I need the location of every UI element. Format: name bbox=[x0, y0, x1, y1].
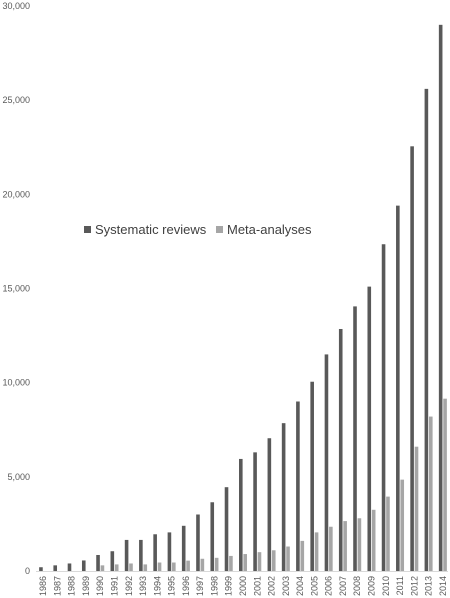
bars bbox=[39, 24, 447, 572]
bar-meta-analyses bbox=[172, 562, 176, 571]
bar-systematic-reviews bbox=[196, 514, 200, 571]
legend-label-meta-analyses: Meta-analyses bbox=[227, 222, 312, 237]
x-tick-label: 2000 bbox=[238, 576, 248, 596]
bar-meta-analyses bbox=[386, 496, 390, 571]
bar-systematic-reviews bbox=[310, 381, 314, 571]
bar-meta-analyses bbox=[414, 446, 419, 571]
x-tick-label: 1986 bbox=[38, 576, 48, 596]
bar-systematic-reviews bbox=[338, 328, 343, 571]
bar-meta-analyses bbox=[157, 562, 162, 571]
bar-meta-analyses bbox=[329, 526, 333, 571]
x-tick-label: 1997 bbox=[195, 576, 205, 596]
bar-meta-analyses bbox=[428, 416, 433, 571]
y-tick-label: 10,000 bbox=[2, 378, 30, 388]
bar-meta-analyses bbox=[257, 552, 262, 571]
bar-systematic-reviews bbox=[296, 401, 300, 571]
bar-systematic-reviews bbox=[181, 525, 186, 571]
bar-meta-analyses bbox=[229, 555, 233, 571]
x-tick-label: 2011 bbox=[395, 576, 405, 595]
bar-systematic-reviews bbox=[281, 423, 286, 571]
x-tick-label: 1993 bbox=[138, 576, 148, 596]
bar-meta-analyses bbox=[443, 398, 447, 571]
x-tick-label: 2002 bbox=[267, 576, 277, 596]
x-tick-label: 2005 bbox=[309, 576, 319, 596]
legend-label-systematic-reviews: Systematic reviews bbox=[95, 222, 207, 237]
bar-systematic-reviews bbox=[424, 88, 429, 572]
bar-meta-analyses bbox=[286, 546, 290, 571]
bar-meta-analyses bbox=[357, 518, 362, 571]
bar-systematic-reviews bbox=[53, 565, 58, 571]
bar-meta-analyses bbox=[214, 557, 219, 571]
bar-systematic-reviews bbox=[39, 567, 43, 571]
legend-swatch-meta-analyses bbox=[216, 226, 223, 233]
bar-systematic-reviews bbox=[239, 458, 243, 571]
bar-systematic-reviews bbox=[267, 438, 272, 571]
bar-systematic-reviews bbox=[139, 539, 143, 571]
x-tick-label: 2008 bbox=[352, 576, 362, 596]
x-tick-label: 2012 bbox=[409, 576, 419, 596]
x-tick-label: 2004 bbox=[295, 576, 305, 596]
x-tick-label: 1996 bbox=[181, 576, 191, 596]
y-tick-label: 5,000 bbox=[7, 472, 30, 482]
bar-systematic-reviews bbox=[210, 502, 215, 571]
bar-systematic-reviews bbox=[153, 534, 157, 571]
x-tick-label: 1987 bbox=[52, 576, 62, 596]
x-tick-label: 2009 bbox=[366, 576, 376, 596]
y-tick-label: 30,000 bbox=[2, 1, 30, 11]
bar-systematic-reviews bbox=[110, 551, 115, 571]
bar-meta-analyses bbox=[143, 564, 148, 571]
bar-systematic-reviews bbox=[381, 244, 386, 572]
bar-meta-analyses bbox=[186, 560, 190, 571]
x-tick-label: 1995 bbox=[167, 576, 177, 596]
bar-systematic-reviews bbox=[96, 554, 100, 571]
bar-meta-analyses bbox=[371, 509, 376, 571]
bar-systematic-reviews bbox=[353, 306, 357, 571]
bar-meta-analyses bbox=[100, 565, 105, 571]
bar-meta-analyses bbox=[114, 564, 119, 571]
x-tick-label: 2006 bbox=[324, 576, 334, 596]
bar-meta-analyses bbox=[271, 550, 276, 571]
x-tick-label: 2003 bbox=[281, 576, 291, 596]
bar-meta-analyses bbox=[343, 521, 347, 571]
bar-meta-analyses bbox=[300, 540, 305, 571]
bar-systematic-reviews bbox=[438, 24, 443, 571]
x-tick-label: 1992 bbox=[124, 576, 134, 596]
bar-systematic-reviews bbox=[67, 563, 72, 571]
x-tick-label: 1991 bbox=[110, 576, 120, 596]
bar-systematic-reviews bbox=[224, 487, 229, 571]
legend: Systematic reviews Meta-analyses bbox=[84, 222, 312, 237]
bar-systematic-reviews bbox=[367, 286, 372, 571]
x-tick-label: 2014 bbox=[438, 576, 448, 596]
x-tick-label: 1990 bbox=[95, 576, 105, 596]
x-tick-label: 2013 bbox=[424, 576, 434, 596]
y-axis-tick-labels: 0 5,000 10,000 15,000 20,000 25,000 30,000 bbox=[2, 1, 30, 576]
y-tick-label: 0 bbox=[25, 566, 30, 576]
bar-meta-analyses bbox=[400, 479, 405, 571]
y-tick-label: 25,000 bbox=[2, 95, 30, 105]
bar-systematic-reviews bbox=[167, 532, 172, 571]
x-tick-label: 1999 bbox=[224, 576, 234, 596]
bar-systematic-reviews bbox=[253, 452, 257, 571]
bar-systematic-reviews bbox=[124, 539, 129, 571]
bar-meta-analyses bbox=[243, 554, 247, 571]
x-tick-label: 1998 bbox=[209, 576, 219, 596]
bar-meta-analyses bbox=[129, 563, 133, 571]
x-tick-label: 2007 bbox=[338, 576, 348, 596]
bar-systematic-reviews bbox=[396, 205, 400, 571]
x-tick-label: 2001 bbox=[252, 576, 262, 596]
bar-meta-analyses bbox=[314, 532, 319, 571]
bar-systematic-reviews bbox=[324, 354, 329, 571]
bar-systematic-reviews bbox=[81, 560, 86, 571]
x-tick-label: 2010 bbox=[381, 576, 391, 596]
x-tick-label: 1989 bbox=[81, 576, 91, 596]
x-tick-label: 1994 bbox=[152, 576, 162, 596]
legend-swatch-systematic-reviews bbox=[84, 226, 91, 233]
y-tick-label: 20,000 bbox=[2, 189, 30, 199]
x-tick-label: 1988 bbox=[67, 576, 77, 596]
bar-meta-analyses bbox=[200, 558, 205, 571]
y-tick-label: 15,000 bbox=[2, 284, 30, 294]
x-axis-tick-labels: 1986 1987 1988 1989 1990 1991 1992 1993 1994 1995… bbox=[38, 576, 448, 596]
bar-systematic-reviews bbox=[410, 146, 414, 571]
